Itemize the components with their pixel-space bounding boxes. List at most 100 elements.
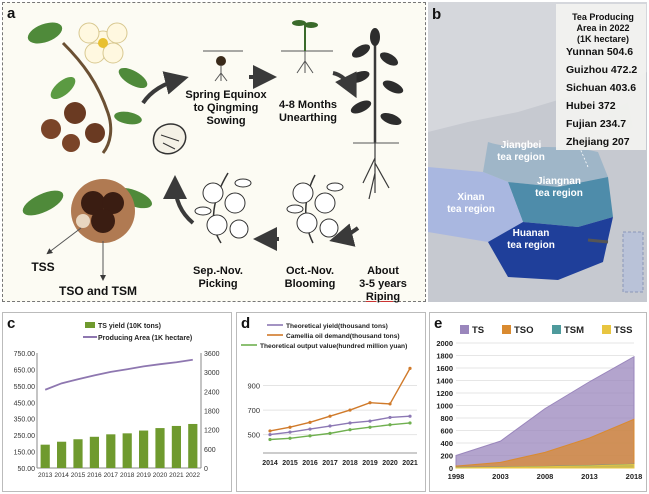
series-line	[44, 358, 193, 391]
legend-swatch	[85, 322, 95, 328]
data-point	[348, 428, 352, 432]
y-tick-label-left: 550.00	[14, 384, 36, 391]
bar	[139, 430, 149, 468]
x-tick-label: 2021	[169, 472, 184, 479]
legend-swatch	[602, 325, 611, 334]
x-tick-label: 2016	[87, 472, 102, 479]
y-tick-label: 800	[440, 414, 453, 423]
camellia-oil-chart: 500 700 900 2014 2015 2016 2017 2018 2019 2020 202…	[241, 323, 418, 467]
opened-fruit-illustration	[22, 179, 152, 243]
data-point	[268, 429, 272, 433]
table-row: Zhejiang 207	[566, 136, 630, 148]
y-tick-label: 1800	[436, 352, 453, 361]
cycle-arrow	[329, 223, 360, 247]
data-point	[328, 424, 332, 428]
y-tick-label-right: 1200	[204, 428, 220, 435]
bar	[73, 439, 83, 468]
panel-b-map: b Tea Producing Area in 2022 (1K hectare…	[428, 2, 647, 302]
stage-riping: About 3-5 years Riping	[359, 265, 407, 303]
stage-blooming: Oct.-Nov. Blooming	[284, 265, 336, 290]
jiangnan-region-label: Jiangnan tea region	[535, 176, 583, 199]
legend-swatch	[502, 325, 511, 334]
table-row: Fujian 234.7	[566, 118, 627, 130]
series-area	[455, 418, 635, 469]
series-area	[455, 464, 635, 469]
y-tick-label: 2000	[436, 339, 453, 348]
data-point	[368, 419, 372, 423]
table-row: Hubei 372	[566, 100, 616, 112]
bar	[57, 441, 67, 468]
legend-label: TSS	[614, 325, 632, 336]
x-tick-label: 2015	[282, 460, 298, 467]
y-tick-label: 400	[440, 439, 453, 448]
picking-branch-illustration	[194, 172, 252, 244]
legend-label: TS yield (10K tons)	[98, 323, 161, 330]
blooming-branch-illustration	[286, 174, 344, 244]
data-point	[368, 401, 372, 405]
seedling-illustration	[281, 20, 333, 74]
y-tick-label-left: 250.00	[14, 433, 36, 440]
data-point	[308, 420, 312, 424]
data-point	[388, 402, 392, 406]
series-line	[269, 422, 411, 441]
data-point	[288, 436, 292, 440]
lifecycle-illustration	[22, 20, 404, 281]
data-point	[288, 425, 292, 429]
y-tick-label: 600	[440, 427, 453, 436]
bar	[155, 428, 165, 468]
x-tick-label: 2020	[153, 472, 168, 479]
y-tick-label: 700	[247, 406, 260, 415]
legend-label: Theoretical output value(hundred million…	[260, 343, 407, 350]
jiangbei-region	[483, 142, 608, 187]
huanan-region-label: Huanan tea region	[507, 228, 555, 251]
x-tick-label: 2018	[342, 460, 358, 467]
data-point	[348, 421, 352, 425]
x-tick-label: 2008	[537, 472, 554, 481]
x-tick-label: 2013	[581, 472, 598, 481]
y-tick-label: 1400	[436, 377, 453, 386]
ts-yield-area-chart: 50.00 150.00 250.00 350.00 450.00 550.00 650.0…	[14, 322, 220, 479]
bar	[171, 425, 181, 468]
y-tick-label-left: 650.00	[14, 367, 36, 374]
y-tick-label-right: 600	[204, 447, 216, 454]
legend-swatch	[460, 325, 469, 334]
data-point	[328, 431, 332, 435]
series-line	[269, 368, 411, 432]
panel-a-label: a	[7, 5, 16, 22]
data-point	[348, 408, 352, 412]
legend-label: Camellia oil demand(thousand tons)	[286, 333, 400, 340]
bar	[188, 423, 198, 468]
x-tick-label: 2016	[302, 460, 318, 467]
panel-a-lifecycle: a	[2, 2, 426, 303]
y-tick-label: 200	[440, 452, 453, 461]
cycle-arrow	[332, 71, 357, 99]
y-tick-label-right: 0	[204, 466, 208, 473]
data-point	[368, 425, 372, 429]
stage-unearthing: 4-8 Months Unearthing	[278, 99, 338, 124]
x-tick-label: 1998	[448, 472, 465, 481]
data-point	[308, 427, 312, 431]
x-tick-label: 2017	[322, 460, 338, 467]
data-point	[268, 437, 272, 442]
y-tick-label-right: 3000	[204, 370, 220, 377]
legend-label: TSM	[564, 325, 584, 336]
bar	[106, 434, 116, 468]
bar	[89, 436, 99, 468]
legend-label: TSO	[514, 325, 534, 336]
series-line	[269, 415, 411, 436]
x-tick-label: 2022	[186, 472, 201, 479]
xinan-region	[428, 167, 523, 242]
panel-b-label: b	[432, 6, 442, 23]
stage-picking: Sep.-Nov. Picking	[193, 265, 243, 290]
product-area-chart: 0 200 400 600 800 1000 1200 1400 1600 1800 2000 199…	[436, 325, 642, 481]
y-tick-label-right: 3600	[204, 351, 220, 358]
x-tick-label: 2019	[362, 460, 378, 467]
y-tick-label: 1200	[436, 389, 453, 398]
young-tree-illustration	[348, 28, 404, 200]
jiangnan-region	[508, 177, 613, 227]
x-tick-label: 2020	[382, 460, 398, 467]
x-tick-label: 2018	[120, 472, 135, 479]
producing-area-table	[556, 4, 646, 150]
data-point	[308, 434, 312, 438]
y-tick-label-left: 450.00	[14, 400, 36, 407]
